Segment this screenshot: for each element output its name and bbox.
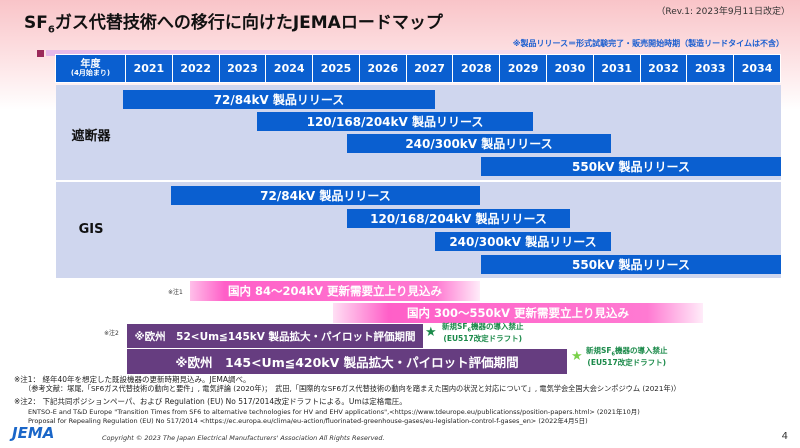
copyright: Copyright © 2023 The Japan Electrical Ma… [102, 434, 385, 442]
release-bar: 72/84kV 製品リリース [123, 90, 435, 109]
release-bar: 550kV 製品リリース [481, 157, 781, 176]
year-cell: 2028 [453, 55, 500, 82]
release-bar: 120/168/204kV 製品リリース [257, 112, 533, 131]
year-header-row: 年度 (4月始まり) 2021 2022 2023 2024 2025 2026 … [55, 54, 781, 83]
footnote-2: ※注2： 下記共同ポジションペーパ、および Regulation (EU) No… [14, 397, 407, 406]
year-cell: 2033 [687, 55, 734, 82]
breaker-label: 遮断器 [71, 129, 111, 144]
year-cell: 2023 [219, 55, 266, 82]
release-bar: 72/84kV 製品リリース [171, 186, 480, 205]
year-cell: 2030 [547, 55, 593, 82]
note2-mark: ※注2 [104, 330, 119, 337]
gis-label: GIS [78, 222, 104, 237]
release-definition-note: ※製品リリース＝形式試験完了・販売開始時期（製造リードタイムは不含） [512, 39, 784, 48]
release-bar: 120/168/204kV 製品リリース [347, 209, 570, 228]
year-cell: 2022 [172, 55, 219, 82]
jema-logo: JEMA [12, 424, 55, 442]
footnote-1: ※注1： 経年40年を想定した既設機器の更新時期見込み。JEMA調べ。 [14, 375, 251, 384]
year-cell: 2029 [500, 55, 547, 82]
footnote-1-reference: （参考文献：塚尾,「SF6ガス代替技術の動向と要件」, 電気評論 (2020年)… [24, 384, 681, 393]
star-icon: ★ [571, 349, 583, 364]
release-bar: 550kV 製品リリース [481, 255, 781, 274]
year-cell: 2026 [359, 55, 406, 82]
decorative-strip [46, 50, 781, 56]
year-cell: 2031 [593, 55, 640, 82]
year-cell: 2032 [640, 55, 687, 82]
footnote-2-reference: Proposal for Repealing Regulation (EU) N… [28, 417, 588, 425]
demand-bar: 国内 300～550kV 更新需要立上り見込み [333, 303, 703, 323]
sf6-ban-note: 新規SF6機器の導入禁止 (EU517改定ドラフト) [442, 322, 524, 343]
europe-period-bar: ※欧州 145<Um≦420kV 製品拡大・パイロット評価期間 [126, 348, 568, 375]
note1-mark: ※注1 [168, 289, 183, 296]
year-cell: 2027 [406, 55, 453, 82]
year-cell: 2021 [126, 55, 172, 82]
release-bar: 240/300kV 製品リリース [435, 232, 611, 251]
europe-period-bar: ※欧州 52<Um≦145kV 製品拡大・パイロット評価期間 [126, 323, 424, 349]
release-bar: 240/300kV 製品リリース [347, 134, 611, 153]
star-icon: ★ [425, 325, 437, 340]
demand-bar: 国内 84～204kV 更新需要立上り見込み [190, 281, 480, 301]
revision-date: （Rev.1: 2023年9月11日改定） [656, 7, 790, 17]
page-number: 4 [781, 431, 788, 442]
footnote-2-reference: ENTSO-E and T&D Europe "Transition Times… [28, 408, 640, 416]
page-title: SF6ガス代替技術への移行に向けたJEMAロードマップ [24, 13, 443, 36]
sf6-ban-note: 新規SF6機器の導入禁止 (EU517改定ドラフト) [586, 346, 668, 367]
year-cell: 2034 [734, 55, 780, 82]
year-cell: 2024 [266, 55, 313, 82]
bullet-square [37, 50, 44, 57]
fiscal-year-header: 年度 (4月始まり) [56, 55, 125, 82]
year-cell: 2025 [313, 55, 359, 82]
